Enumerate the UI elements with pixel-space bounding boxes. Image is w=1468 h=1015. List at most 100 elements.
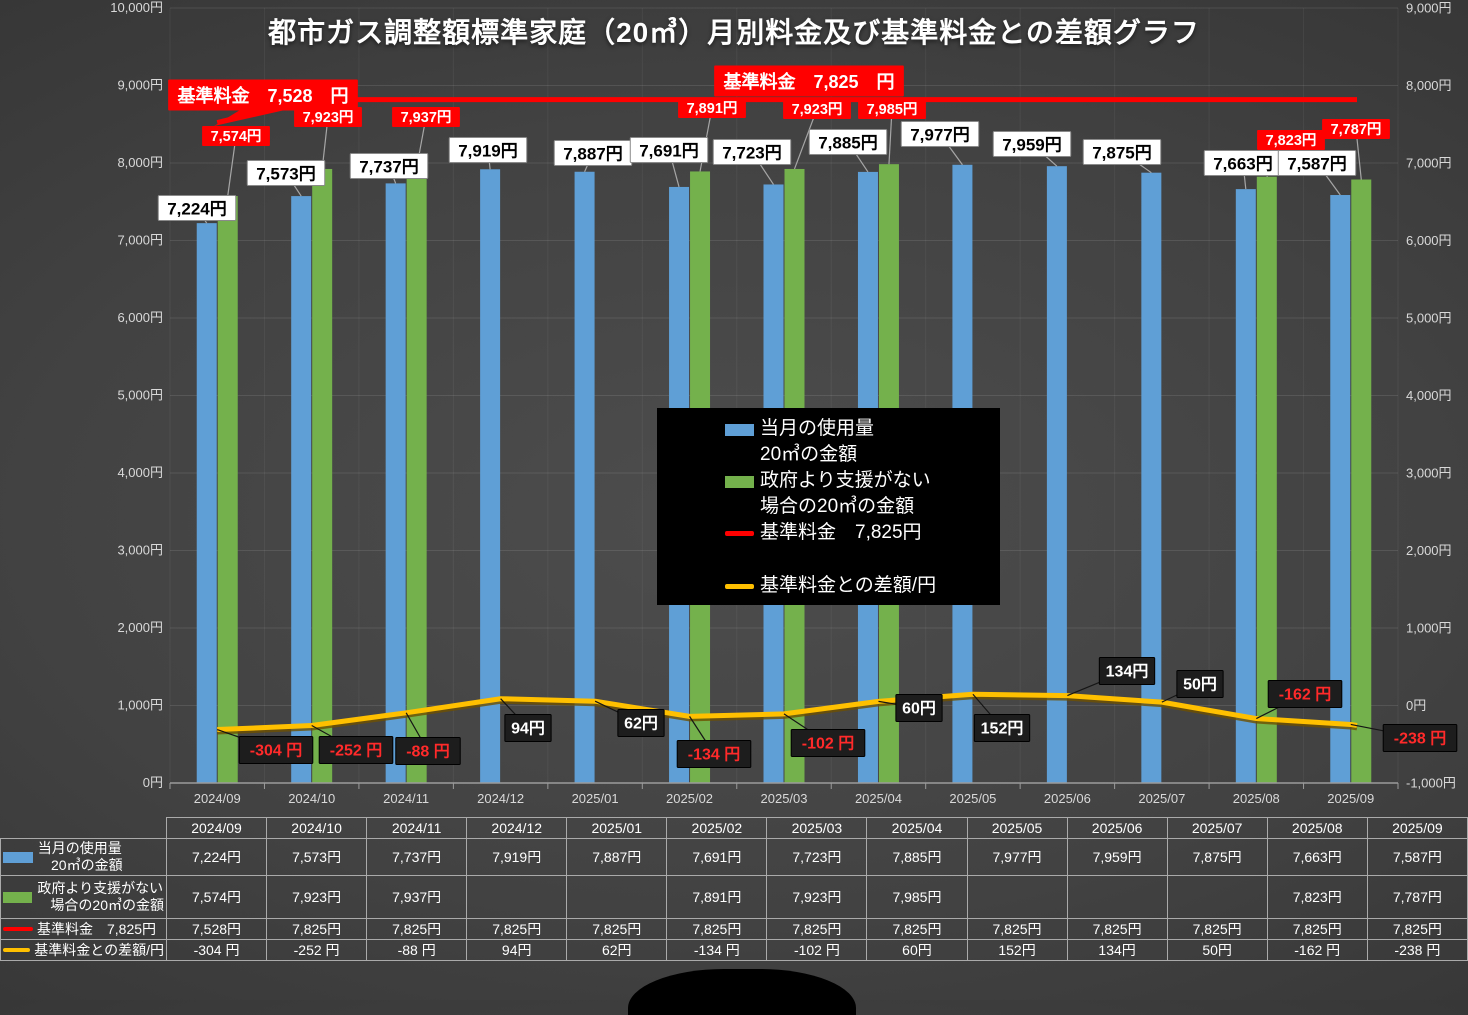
gas-price-combo-chart: 0円 1,000円 2,000円 3,000円 4,000円 5,000円 6,000円 7,…: [110, 0, 1458, 806]
table-column-header: 2025/05: [966, 817, 1068, 839]
table-cell: -102 円: [766, 939, 868, 961]
blue-bar-label-2025/02-box: [629, 137, 709, 163]
table-row-label: 基準料金 7,825円: [0, 918, 167, 940]
left-axis-tick-label: 7,000円: [117, 233, 163, 248]
table-column-header: 2024/09: [165, 817, 268, 839]
left-axis-tick-label: 2,000円: [117, 620, 163, 635]
blue-bar-2025/06: [1046, 166, 1067, 784]
table-column-header: 2025/04: [866, 817, 968, 839]
green-bar-label-2025/09-box: [1322, 119, 1390, 139]
blue-bar-label-2025/06: 7,959円: [1002, 136, 1062, 155]
table-cell: 7,573円: [266, 838, 368, 876]
blue-bar-label-2025/05-box: [900, 121, 980, 147]
table-cell: 7,737円: [366, 838, 468, 876]
blue-bar-label-2025/07: 7,875円: [1092, 144, 1152, 163]
baseline-annotation-current-box: [714, 65, 904, 97]
left-axis-tick-label: 1,000円: [117, 698, 163, 713]
green-bar-label-2025/08: 7,823円: [1266, 132, 1317, 149]
difference-label-2025/07-box: [1176, 670, 1224, 698]
table-column-header: 2025/08: [1266, 817, 1368, 839]
red-line-swatch-icon: [725, 531, 754, 536]
blue-bar-label-2025/09: 7,587円: [1287, 155, 1347, 174]
blue-bar-2025/07: [1141, 172, 1162, 783]
left-axis-tick-label: 8,000円: [117, 155, 163, 170]
table-cell: 7,977円: [966, 838, 1068, 876]
blue-bar-label-2024/10: 7,573円: [256, 165, 316, 184]
table-cell: 7,887円: [566, 838, 668, 876]
table-cell: [466, 875, 568, 919]
legend-label: 場合の20㎥の金額: [760, 496, 915, 517]
green-bar-label-2024/09: 7,574円: [211, 128, 262, 145]
green-bar-label-2024/11: 7,937円: [401, 109, 452, 126]
table-cell: 7,825円: [966, 918, 1068, 940]
table-cell: 7,823円: [1266, 875, 1368, 919]
table-cell: 7,891円: [666, 875, 768, 919]
left-axis-tick-label: 6,000円: [117, 310, 163, 325]
right-axis-tick-label: 8,000円: [1406, 78, 1452, 93]
table-row-label: 政府より支援がない 場合の20㎥の金額: [0, 875, 167, 919]
blue-bar-label-2024/12-box: [448, 137, 528, 163]
blue-bar-label-2025/03: 7,723円: [722, 144, 782, 163]
blue-bar-label-2024/11: 7,737円: [359, 158, 419, 177]
green-bar-label-2025/03: 7,923円: [792, 101, 843, 118]
blue-bar-label-2025/03-box: [712, 139, 792, 165]
chart-legend: 当月の使用量 20㎥の金額 政府より支援がない 場合の20㎥の金額 基準料金 7…: [657, 408, 1000, 605]
x-axis-category-label: 2025/09: [1327, 791, 1374, 806]
table-cell: 7,663円: [1266, 838, 1368, 876]
bottom-cutoff-shape: [628, 969, 856, 1015]
difference-label-2025/02-box: [676, 740, 752, 768]
table-cell: -134 円: [666, 939, 768, 961]
table-cell: 7,919円: [466, 838, 568, 876]
table-row: 基準料金との差額/円 -304 円 -252 円 -88 円 94円 62円 -134 円-…: [0, 939, 1468, 961]
x-axis-category-label: 2025/02: [666, 791, 713, 806]
difference-label-2025/06: 134円: [1106, 663, 1149, 681]
right-axis-tick-label: 5,000円: [1406, 311, 1452, 326]
baseline-annotation-start: 基準料金 7,528 円: [176, 85, 348, 106]
table-column-header: 2025/01: [566, 817, 668, 839]
blue-bar-label-2025/08: 7,663円: [1213, 155, 1273, 174]
legend-item-difference: 基準料金との差額/円: [725, 573, 992, 599]
difference-label-2024/12-box: [504, 714, 552, 742]
table-cell: 7,825円: [1266, 918, 1368, 940]
blue-bar-2024/10: [291, 196, 312, 783]
table-cell: 7,825円: [666, 918, 768, 940]
baseline-annotation-start-box: [168, 79, 358, 111]
baseline-annotation-current: 基準料金 7,825 円: [722, 71, 894, 92]
blue-bar-label-2024/09: 7,224円: [167, 200, 227, 219]
table-cell: 7,825円: [266, 918, 368, 940]
blue-bar-swatch-icon: [725, 424, 754, 436]
difference-label-2025/08: -162 円: [1279, 686, 1331, 704]
difference-label-2024/09: -304 円: [250, 742, 302, 760]
table-column-header: 2025/03: [766, 817, 868, 839]
difference-label-2025/03: -102 円: [802, 735, 854, 753]
table-cell: 7,923円: [766, 875, 868, 919]
table-cell: 7,825円: [366, 918, 468, 940]
table-cell: -88 円: [366, 939, 468, 961]
difference-label-2025/01: 62円: [624, 715, 658, 733]
x-axis-category-label: 2025/06: [1044, 791, 1091, 806]
difference-line: [217, 691, 1358, 733]
x-axis-category-label: 2025/03: [761, 791, 808, 806]
table-cell: 7,825円: [1066, 918, 1168, 940]
legend-label: 20㎥の金額: [760, 444, 858, 465]
x-axis-category-label: 2025/01: [572, 791, 619, 806]
gold-line-swatch-icon: [3, 948, 31, 952]
data-table: 2024/09 2024/10 2024/11 2024/12 2025/01 2025/…: [0, 817, 1468, 961]
table-cell: 7,825円: [766, 918, 868, 940]
green-bar-label-2025/02: 7,891円: [687, 100, 738, 117]
table-cell: 50円: [1166, 939, 1268, 961]
table-cell: 7,885円: [866, 838, 968, 876]
green-bar-label-2025/02-box: [678, 98, 746, 118]
x-axis-category-label: 2024/12: [477, 791, 524, 806]
green-bar-label-2024/10: 7,923円: [303, 109, 354, 126]
table-cell: 7,574円: [165, 875, 268, 919]
table-cell: 7,691円: [666, 838, 768, 876]
blue-bar-label-2025/04: 7,885円: [818, 134, 878, 153]
table-column-header: 2025/07: [1166, 817, 1268, 839]
x-axis-category-label: 2025/05: [949, 791, 996, 806]
legend-label: 基準料金との差額/円: [760, 575, 937, 596]
difference-label-2025/07: 50円: [1183, 676, 1217, 694]
blue-bar-label-2025/09-box: [1277, 150, 1357, 176]
table-header-row: 2024/09 2024/10 2024/11 2024/12 2025/01 2025/…: [1, 817, 1468, 839]
blue-bar-swatch-icon: [3, 851, 33, 863]
